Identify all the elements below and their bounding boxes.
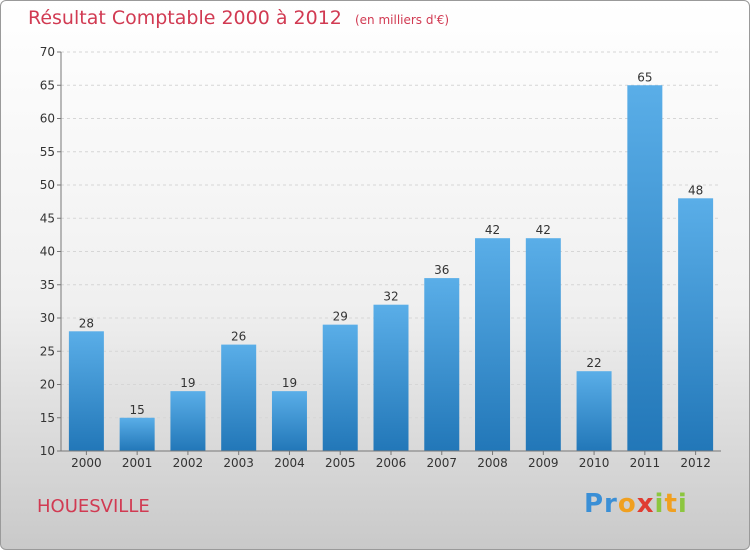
x-tick-label: 2001: [122, 456, 153, 470]
y-tick-label: 40: [40, 245, 55, 259]
y-tick-label: 20: [40, 378, 55, 392]
x-tick-label: 2002: [173, 456, 204, 470]
bar-2000[interactable]: [68, 331, 104, 451]
data-label: 19: [282, 376, 297, 390]
x-tick-label: 2009: [528, 456, 559, 470]
x-tick-label: 2010: [579, 456, 610, 470]
data-label: 29: [333, 310, 348, 324]
y-tick-label: 60: [40, 112, 55, 126]
x-tick-labels: 2000 2001 2002 2003 2004 2005 2006 2007 2008 2009…: [71, 451, 711, 470]
bar-2001[interactable]: [119, 417, 155, 451]
data-label: 26: [231, 330, 246, 344]
y-tick-label: 65: [40, 78, 55, 92]
chart-title: Résultat Comptable 2000 à 2012: [28, 7, 342, 29]
proxiti-logo[interactable]: Proxiti: [584, 489, 688, 519]
data-label: 32: [383, 290, 398, 304]
bar-2010[interactable]: [576, 371, 612, 451]
bar-2006[interactable]: [373, 304, 409, 451]
bar-2004[interactable]: [271, 391, 307, 451]
title-block: Résultat Comptable 2000 à 2012 (en milli…: [28, 7, 449, 29]
y-tick-label: 30: [40, 311, 55, 325]
y-tick-label: 55: [40, 145, 55, 159]
data-label: 19: [180, 376, 195, 390]
data-label: 36: [434, 263, 449, 277]
x-tick-label: 2000: [71, 456, 102, 470]
data-label: 48: [688, 183, 703, 197]
y-tick-label: 10: [40, 444, 55, 458]
data-label: 42: [485, 223, 500, 237]
data-label: 22: [586, 356, 601, 370]
data-label: 65: [637, 70, 652, 84]
data-label: 42: [536, 223, 551, 237]
chart-subtitle: (en milliers d'€): [354, 13, 450, 27]
x-tick-label: 2011: [630, 456, 661, 470]
bars: [68, 85, 714, 451]
y-tick-label: 45: [40, 211, 55, 225]
data-labels: 28 15 19 26 19 29 32 36 42 42 22 65 48: [79, 70, 704, 417]
bar-2008[interactable]: [475, 238, 511, 451]
x-tick-label: 2006: [376, 456, 407, 470]
bar-2009[interactable]: [525, 238, 561, 451]
bar-2007[interactable]: [424, 278, 460, 451]
x-tick-label: 2007: [426, 456, 457, 470]
bar-2002[interactable]: [170, 391, 206, 451]
x-tick-label: 2003: [223, 456, 254, 470]
x-tick-label: 2012: [680, 456, 711, 470]
bar-2005[interactable]: [322, 324, 358, 451]
x-tick-label: 2008: [477, 456, 508, 470]
data-label: 15: [130, 403, 145, 417]
y-tick-label: 35: [40, 278, 55, 292]
bar-2003[interactable]: [221, 344, 257, 451]
y-tick-label: 15: [40, 411, 55, 425]
bar-2011[interactable]: [627, 85, 663, 451]
y-tick-labels: 10 15 20 25 30 35 40 45 50 55 60 65 70: [40, 45, 61, 458]
city-name: HOUESVILLE: [37, 496, 150, 517]
y-tick-label: 25: [40, 344, 55, 358]
data-label: 28: [79, 316, 94, 330]
x-tick-label: 2004: [274, 456, 305, 470]
bar-2012[interactable]: [678, 198, 714, 451]
x-tick-label: 2005: [325, 456, 356, 470]
y-tick-label: 70: [40, 45, 55, 59]
y-tick-label: 50: [40, 178, 55, 192]
